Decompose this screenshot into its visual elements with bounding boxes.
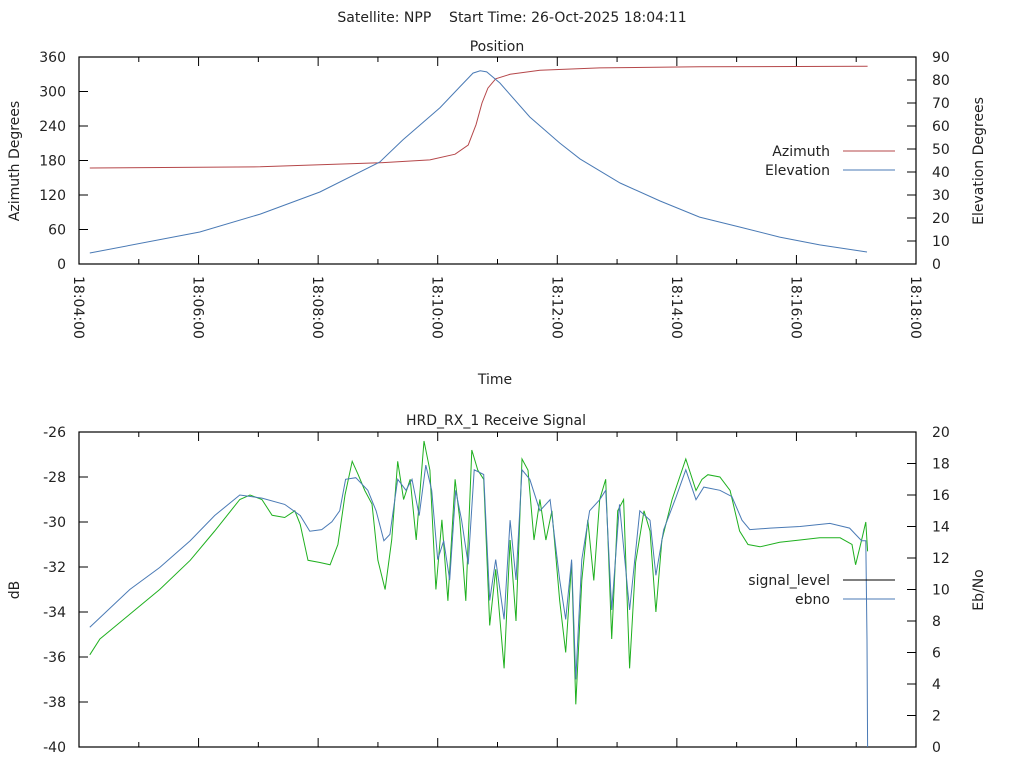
y2-tick-label: 40 bbox=[932, 165, 950, 181]
receive-signal-plot-title: HRD_RX_1 Receive Signal bbox=[406, 413, 586, 429]
position-y2-ticks: 0 10 20 30 40 50 60 70 80 90 bbox=[907, 50, 950, 273]
x-tick-label: 18:16:00 bbox=[787, 276, 803, 339]
position-plot-title: Position bbox=[470, 39, 525, 55]
y2-tick-label: 14 bbox=[932, 520, 950, 536]
receive-signal-plot: HRD_RX_1 Receive Signal -40-38-36-34-32-… bbox=[7, 413, 987, 756]
series-line-ebno bbox=[89, 464, 869, 748]
legend-label-azimuth: Azimuth bbox=[772, 144, 830, 160]
x-tick-label: 18:06:00 bbox=[190, 276, 206, 339]
y2-tick-label: 30 bbox=[932, 188, 950, 204]
y2-tick-label: 70 bbox=[932, 96, 950, 112]
y2-tick-label: 12 bbox=[932, 551, 950, 567]
series-line-elevation bbox=[89, 70, 868, 254]
y2-tick-label: 50 bbox=[932, 142, 950, 158]
x-tick-label: 18:08:00 bbox=[309, 276, 325, 339]
y2-tick-label: 2 bbox=[932, 709, 941, 725]
x-tick-label: 18:12:00 bbox=[548, 276, 564, 339]
series-line-signal-level bbox=[89, 440, 869, 705]
y2-tick-label: 18 bbox=[932, 457, 950, 473]
x-tick-label: 18:04:00 bbox=[70, 276, 86, 339]
y2-tick-label: 6 bbox=[932, 646, 941, 662]
y-tick-label: -30 bbox=[43, 515, 66, 531]
legend-label-elevation: Elevation bbox=[765, 163, 830, 179]
signal-ylabel: dB bbox=[7, 581, 23, 600]
signal-x-ticks bbox=[78, 432, 917, 747]
position-y-ticks: 0 60 120 180 240 300 360 bbox=[39, 50, 88, 273]
position-xlabel: Time bbox=[477, 372, 512, 388]
position-series bbox=[89, 65, 868, 254]
position-y2label: Elevation Degrees bbox=[971, 97, 987, 225]
signal-y2-ticks: 0 2 4 6 8 10 12 14 16 18 20 bbox=[907, 425, 950, 756]
y-tick-label: 0 bbox=[57, 257, 66, 273]
y-tick-label: 360 bbox=[39, 50, 66, 66]
legend-background bbox=[735, 568, 825, 608]
x-tick-label: 18:18:00 bbox=[907, 276, 923, 339]
page-title: Satellite: NPP Start Time: 26-Oct-2025 1… bbox=[337, 10, 686, 26]
y-tick-label: -34 bbox=[43, 605, 66, 621]
x-tick-label: 18:14:00 bbox=[668, 276, 684, 339]
position-x-ticks: 18:04:00 18:06:00 18:08:00 18:10:00 18:12:00… bbox=[70, 57, 923, 339]
y-tick-label: 300 bbox=[39, 85, 66, 101]
y2-tick-label: 90 bbox=[932, 50, 950, 66]
y2-tick-label: 16 bbox=[932, 488, 950, 504]
position-plot: Position 18:04:00 18:06:00 18:08:00 18:10:0… bbox=[7, 39, 987, 388]
signal-series bbox=[89, 440, 869, 748]
y-tick-label: 240 bbox=[39, 119, 66, 135]
y2-tick-label: 8 bbox=[932, 614, 941, 630]
y2-tick-label: 80 bbox=[932, 73, 950, 89]
y-tick-label: -36 bbox=[43, 650, 66, 666]
signal-legend: signal_level ebno bbox=[735, 568, 895, 608]
x-tick-label: 18:10:00 bbox=[429, 276, 445, 339]
y-tick-label: -40 bbox=[43, 740, 66, 756]
y2-tick-label: 10 bbox=[932, 583, 950, 599]
y-tick-label: -32 bbox=[43, 560, 66, 576]
y-tick-label: -26 bbox=[43, 425, 66, 441]
y2-tick-label: 20 bbox=[932, 425, 950, 441]
position-legend: Azimuth Elevation bbox=[765, 144, 895, 179]
y-tick-label: -28 bbox=[43, 470, 66, 486]
y-tick-label: 120 bbox=[39, 188, 66, 204]
legend-label-signal-level: signal_level bbox=[748, 573, 830, 589]
y-tick-label: 60 bbox=[48, 223, 66, 239]
signal-y-ticks: -40 -38 -36 -34 -32 -30 -28 -26 bbox=[43, 425, 88, 756]
y2-tick-label: 0 bbox=[932, 257, 941, 273]
y-tick-label: 180 bbox=[39, 154, 66, 170]
signal-y2label: Eb/No bbox=[971, 569, 987, 611]
y2-tick-label: 20 bbox=[932, 211, 950, 227]
position-plot-frame bbox=[78, 56, 917, 265]
y2-tick-label: 0 bbox=[932, 740, 941, 756]
y2-tick-label: 4 bbox=[932, 677, 941, 693]
legend-label-ebno: ebno bbox=[795, 592, 830, 608]
y2-tick-label: 10 bbox=[932, 234, 950, 250]
position-ylabel: Azimuth Degrees bbox=[7, 101, 23, 221]
y2-tick-label: 60 bbox=[932, 119, 950, 135]
y-tick-label: -38 bbox=[43, 695, 66, 711]
series-line-azimuth bbox=[89, 65, 868, 169]
